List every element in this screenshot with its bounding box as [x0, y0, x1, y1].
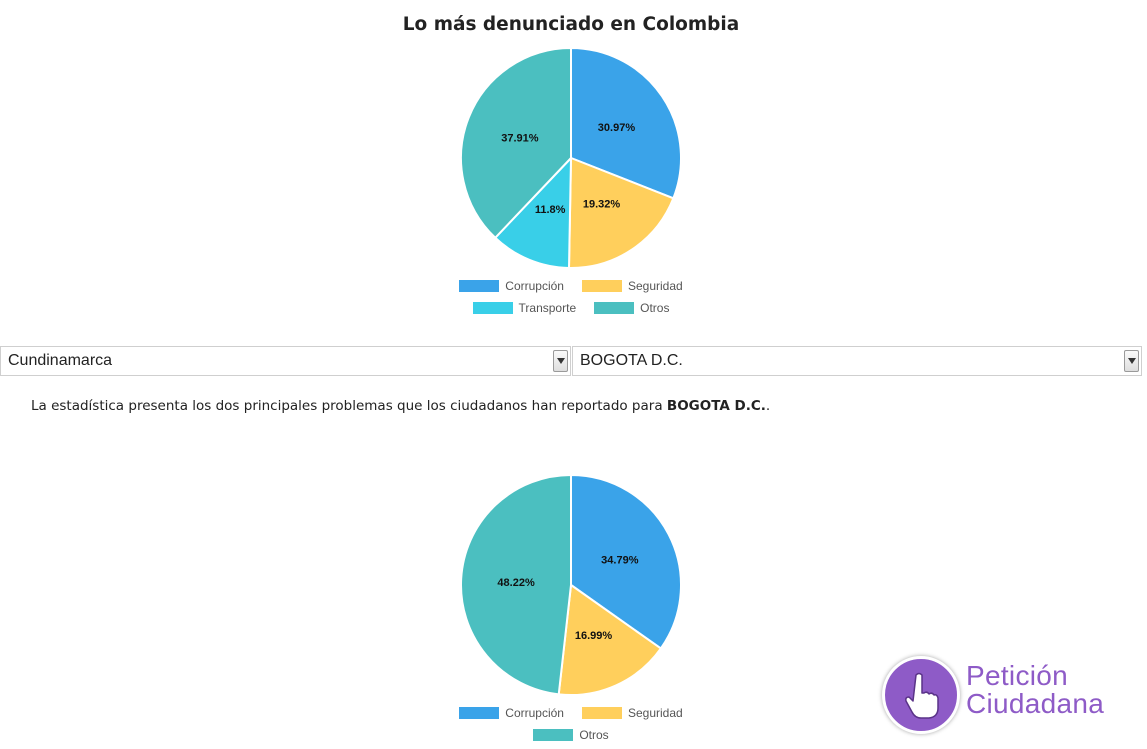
legend-row: Transporte Otros [0, 297, 1142, 319]
legend-row: Corrupción Seguridad [0, 275, 1142, 297]
brand-line-2: Ciudadana [966, 688, 1105, 719]
slice-value-label: 19.32% [583, 199, 621, 211]
pie-slice-corrupcion[interactable] [570, 473, 682, 650]
pie-slice-transporte[interactable] [493, 155, 573, 270]
legend-swatch [459, 280, 500, 292]
national-chart-title: Lo más denunciado en Colombia [402, 14, 740, 35]
chevron-down-icon[interactable] [1124, 350, 1139, 372]
legend-label: Corrupción [505, 706, 564, 720]
brand-line-1: Petición [966, 660, 1069, 691]
city-select-value: BOGOTA D.C. [580, 352, 683, 369]
city-chart-legend: Corrupción Seguridad Otros [0, 702, 1142, 746]
pie-slice-corrupcion[interactable] [570, 46, 682, 200]
pie-slice-seguridad[interactable] [567, 156, 675, 269]
legend-swatch [581, 707, 622, 719]
city-select[interactable]: BOGOTA D.C. [572, 346, 1142, 376]
legend-item-corrupcion[interactable]: Corrupción [459, 279, 564, 293]
city-pie-chart: 34.79% 16.99% 48.22% [460, 473, 682, 696]
national-pie-chart: 30.97% 19.32% 11.8% 37.91% [460, 46, 682, 270]
national-chart-legend: Corrupción Seguridad Transporte Otros [0, 275, 1142, 319]
pie-slice-otros[interactable] [460, 473, 572, 696]
chevron-down-icon[interactable] [553, 350, 568, 372]
legend-item-transporte[interactable]: Transporte [472, 301, 577, 315]
slice-value-label: 11.8% [535, 204, 566, 216]
peticion-ciudadana-logo: Petición Ciudadana [882, 656, 1122, 734]
slice-value-label: 30.97% [598, 122, 636, 134]
legend-item-seguridad[interactable]: Seguridad [581, 706, 683, 720]
legend-item-seguridad[interactable]: Seguridad [581, 279, 683, 293]
slice-value-label: 16.99% [575, 630, 613, 642]
department-select-value: Cundinamarca [8, 352, 113, 369]
legend-item-corrupcion[interactable]: Corrupción [459, 706, 564, 720]
legend-label: Seguridad [627, 706, 683, 720]
legend-label: Otros [579, 728, 609, 742]
description-text: La estadística presenta los dos principa… [31, 398, 667, 414]
slice-value-label: 34.79% [601, 555, 639, 567]
legend-label: Seguridad [627, 279, 683, 293]
legend-label: Otros [640, 301, 670, 315]
slice-value-label: 37.91% [501, 133, 539, 145]
legend-swatch [594, 302, 635, 314]
city-statistics-description: La estadística presenta los dos principa… [31, 398, 770, 414]
legend-swatch [581, 280, 622, 292]
description-city: BOGOTA D.C. [666, 398, 766, 414]
pie-slice-otros[interactable] [460, 46, 572, 240]
legend-item-otros[interactable]: Otros [533, 728, 609, 742]
legend-label: Transporte [518, 301, 577, 315]
department-select[interactable]: Cundinamarca [0, 346, 571, 376]
slice-value-label: 48.22% [497, 577, 535, 589]
legend-swatch [472, 302, 513, 314]
legend-swatch [459, 707, 500, 719]
pointing-hand-icon [882, 656, 960, 734]
legend-row: Corrupción Seguridad [0, 702, 1142, 724]
legend-row: Otros [0, 724, 1142, 746]
legend-item-otros[interactable]: Otros [594, 301, 669, 315]
description-suffix: . [765, 398, 771, 414]
pie-slice-seguridad[interactable] [557, 583, 663, 696]
legend-label: Corrupción [505, 279, 564, 293]
legend-swatch [533, 729, 574, 741]
brand-text: Petición Ciudadana [966, 662, 1104, 718]
